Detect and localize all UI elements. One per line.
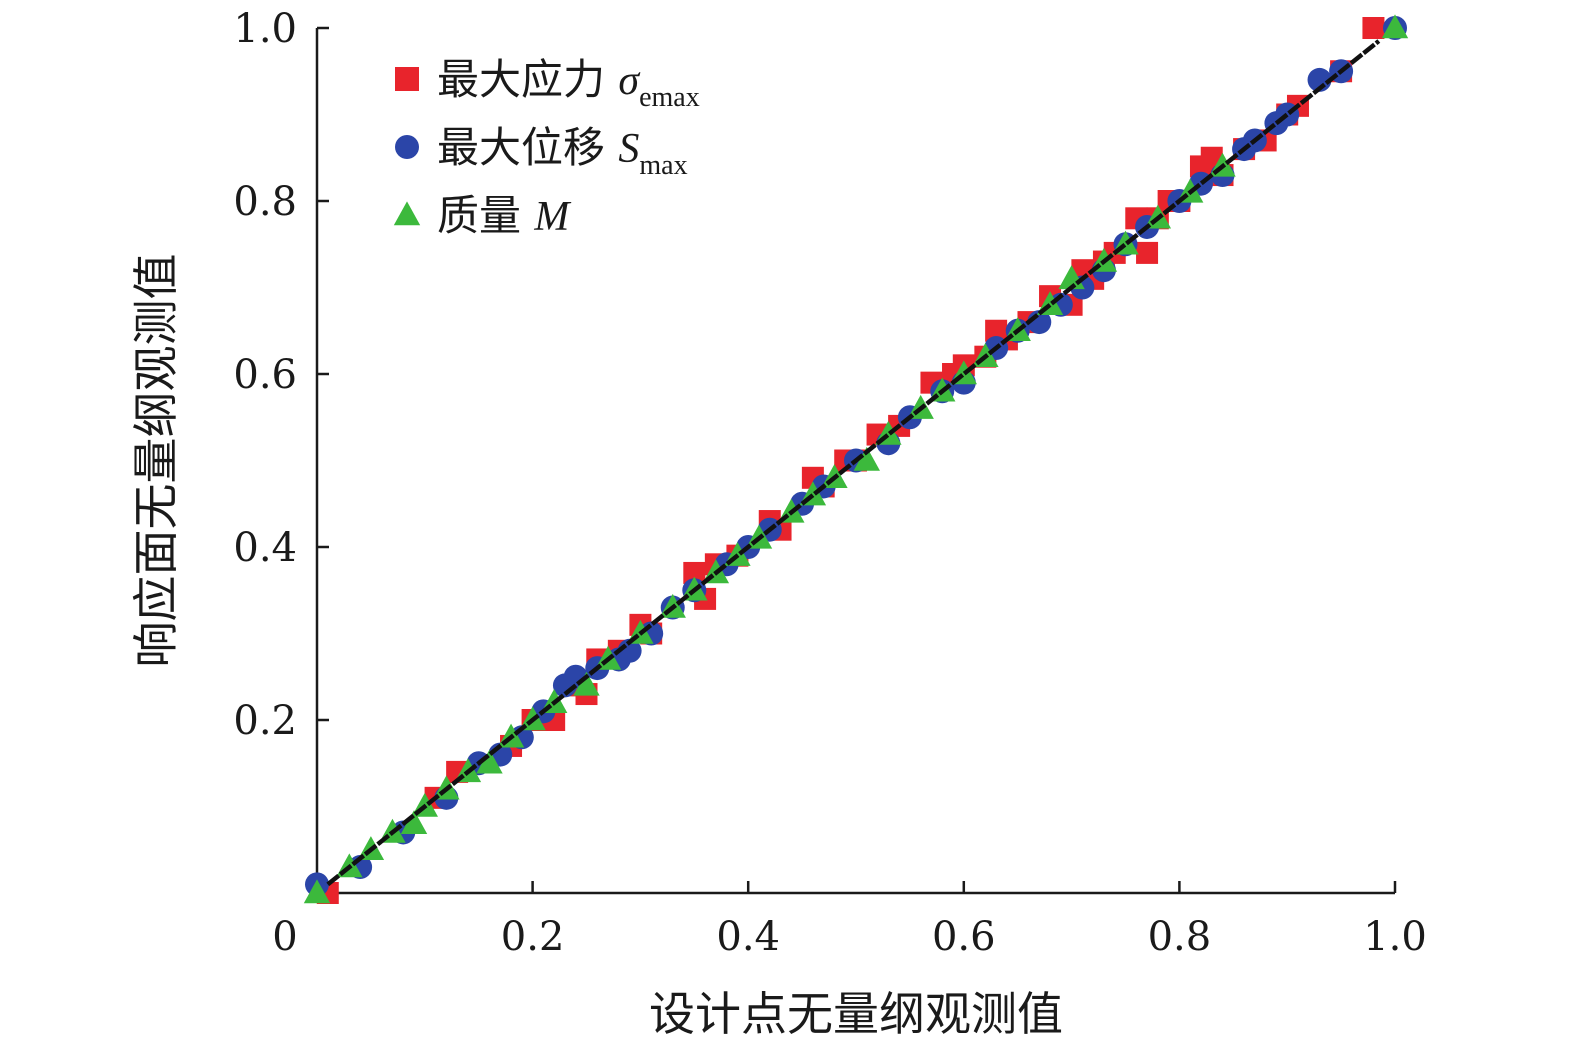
fit-line bbox=[326, 39, 1381, 887]
legend-label-symbol: σ bbox=[618, 58, 641, 104]
data-point bbox=[853, 446, 880, 471]
data-point bbox=[476, 749, 503, 774]
data-point bbox=[1381, 14, 1409, 39]
legend-label-subscript: max bbox=[639, 150, 687, 181]
legend-label: 最大位移 Smax bbox=[437, 123, 688, 181]
legend-label-subscript: emax bbox=[639, 82, 700, 113]
legend-label-prefix: 最大位移 bbox=[437, 123, 618, 172]
axes bbox=[315, 28, 1395, 895]
legend-label-prefix: 最大应力 bbox=[437, 55, 618, 104]
y-tick-label: 0.6 bbox=[233, 352, 297, 398]
legend-marker-circle bbox=[395, 135, 419, 159]
legend-marker-triangle bbox=[393, 201, 421, 226]
legend-label-prefix: 质量 bbox=[437, 191, 534, 240]
legend-label: 最大应力 σemax bbox=[437, 55, 700, 113]
y-tick-label: 0.8 bbox=[233, 179, 297, 225]
x-tick-label: 0.4 bbox=[716, 914, 780, 960]
data-point bbox=[683, 561, 706, 584]
data-point bbox=[1362, 17, 1385, 39]
x-tick-label: 0.8 bbox=[1148, 914, 1212, 960]
y-tick-label: 0.2 bbox=[233, 698, 297, 744]
x-tick-label: 0 bbox=[272, 914, 297, 960]
y-axis-title: 响应面无量纲观测值 bbox=[129, 254, 183, 668]
x-tick-label: 0.6 bbox=[932, 914, 996, 960]
x-tick-label: 1.0 bbox=[1363, 914, 1427, 960]
legend: 最大应力 σemax 最大位移 Smax 质量 M bbox=[393, 55, 700, 240]
data-point bbox=[400, 810, 428, 835]
x-tick-label: 0.2 bbox=[501, 914, 565, 960]
y-tick-label: 0.4 bbox=[233, 525, 297, 571]
axis-ticks: 0 0.2 0.4 0.6 0.8 1.0 0.2 0.4 0.6 0.8 1.0 bbox=[233, 6, 1426, 960]
x-axis-title: 设计点无量纲观测值 bbox=[649, 987, 1063, 1041]
legend-label: 质量 M bbox=[437, 191, 571, 240]
fit-line-group bbox=[326, 39, 1381, 887]
legend-label-symbol: M bbox=[533, 194, 571, 240]
data-point bbox=[573, 671, 600, 696]
legend-label-symbol: S bbox=[618, 126, 639, 172]
data-point bbox=[303, 879, 331, 904]
data-point bbox=[1136, 241, 1159, 264]
y-tick-label: 1.0 bbox=[233, 6, 297, 52]
legend-marker-square bbox=[395, 67, 419, 91]
